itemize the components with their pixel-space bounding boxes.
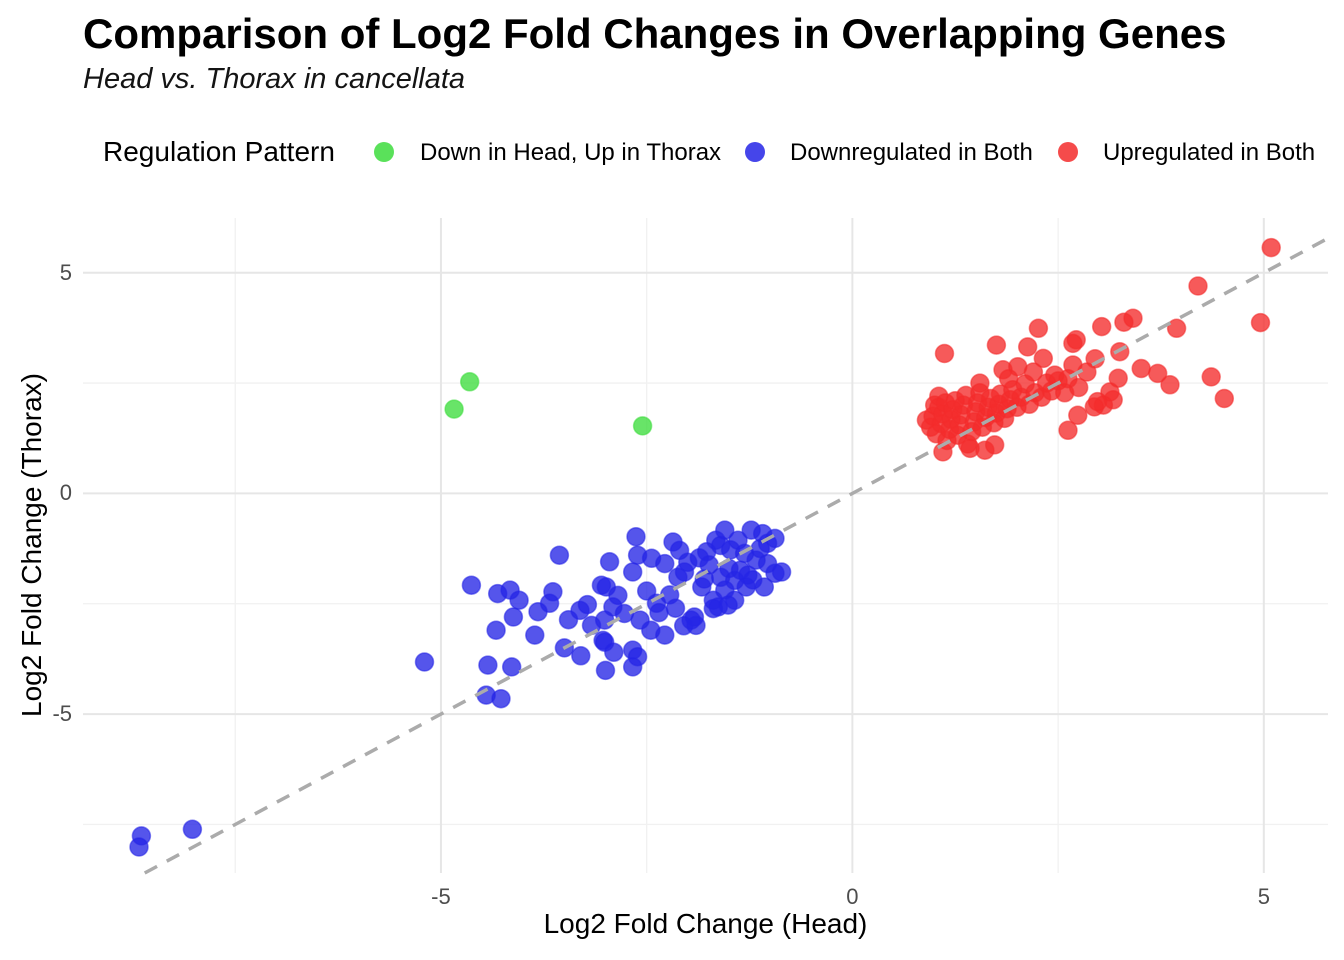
data-point — [665, 598, 686, 618]
data-point — [681, 610, 701, 630]
x-tick-label: 0 — [846, 884, 859, 909]
data-point — [636, 581, 657, 601]
data-point — [558, 609, 579, 630]
data-point — [641, 620, 661, 640]
data-point — [1028, 318, 1049, 339]
data-point — [934, 343, 955, 364]
data-point — [549, 545, 570, 565]
x-tick-label: -5 — [431, 884, 451, 909]
data-point — [750, 538, 770, 559]
data-point — [1147, 363, 1168, 384]
page-title: Comparison of Log2 Fold Changes in Overl… — [83, 10, 1227, 57]
chart-subtitle: Head vs. Thorax in cancellata — [83, 63, 466, 95]
y-axis-title: Log2 Fold Change (Thorax) — [16, 373, 47, 717]
data-point — [970, 373, 990, 393]
legend-label-upregulated-both: Upregulated in Both — [1103, 139, 1316, 166]
data-point — [1188, 276, 1208, 296]
data-point — [1023, 362, 1044, 382]
data-point — [655, 553, 675, 574]
data-point — [1091, 316, 1112, 337]
data-point — [771, 562, 792, 582]
legend-dot-downregulated-both — [745, 142, 765, 162]
y-tick-label: -5 — [52, 701, 72, 727]
data-point — [595, 660, 616, 681]
x-axis-title: Log2 Fold Change (Head) — [543, 908, 868, 939]
legend-title: Regulation Pattern — [103, 136, 335, 167]
data-point — [715, 520, 735, 540]
data-point — [984, 435, 1005, 455]
data-point — [1250, 312, 1271, 333]
data-point — [1033, 348, 1054, 369]
data-point — [622, 657, 643, 677]
identity-reference-line — [143, 236, 1329, 875]
data-point — [1261, 237, 1281, 258]
data-point — [632, 416, 653, 436]
data-point — [1160, 375, 1180, 395]
legend-dot-upregulated-both — [1058, 142, 1078, 162]
data-point — [1063, 333, 1083, 354]
data-point — [608, 585, 628, 606]
data-point — [414, 652, 435, 672]
data-point — [509, 590, 529, 610]
data-point — [528, 601, 548, 622]
data-point — [486, 620, 506, 640]
data-point — [626, 526, 646, 547]
data-point — [1114, 312, 1134, 332]
data-point — [501, 657, 522, 677]
data-point — [1087, 391, 1108, 412]
data-point — [1058, 420, 1078, 441]
data-point — [577, 594, 598, 615]
y-tick-label: 0 — [59, 480, 72, 506]
legend-dot-down-head-up-thorax — [374, 142, 394, 162]
legend-label-down-head-up-thorax: Down in Head, Up in Thorax — [420, 139, 722, 166]
data-point — [594, 610, 615, 630]
data-point — [1068, 405, 1088, 426]
data-point — [182, 819, 203, 840]
data-point — [599, 552, 620, 572]
data-point — [571, 646, 591, 666]
data-point — [478, 655, 498, 675]
data-point — [491, 688, 511, 709]
data-point — [459, 372, 480, 392]
data-point — [1201, 367, 1221, 387]
data-point — [444, 399, 464, 419]
data-point — [1017, 337, 1038, 357]
data-point — [525, 625, 545, 645]
data-point — [503, 607, 524, 627]
data-point — [1068, 377, 1089, 398]
data-point — [129, 837, 149, 857]
data-point — [649, 602, 669, 623]
data-point — [461, 575, 482, 595]
y-tick-label: 5 — [59, 259, 72, 285]
x-tick-label: 5 — [1257, 884, 1270, 909]
data-point — [1131, 358, 1151, 379]
legend-label-downregulated-both: Downregulated in Both — [790, 139, 1033, 166]
data-point — [1214, 388, 1235, 409]
data-point — [743, 570, 763, 590]
data-point — [604, 642, 624, 663]
data-point — [1166, 318, 1187, 339]
data-point — [622, 562, 643, 582]
data-point — [703, 598, 724, 619]
data-point — [986, 335, 1007, 355]
